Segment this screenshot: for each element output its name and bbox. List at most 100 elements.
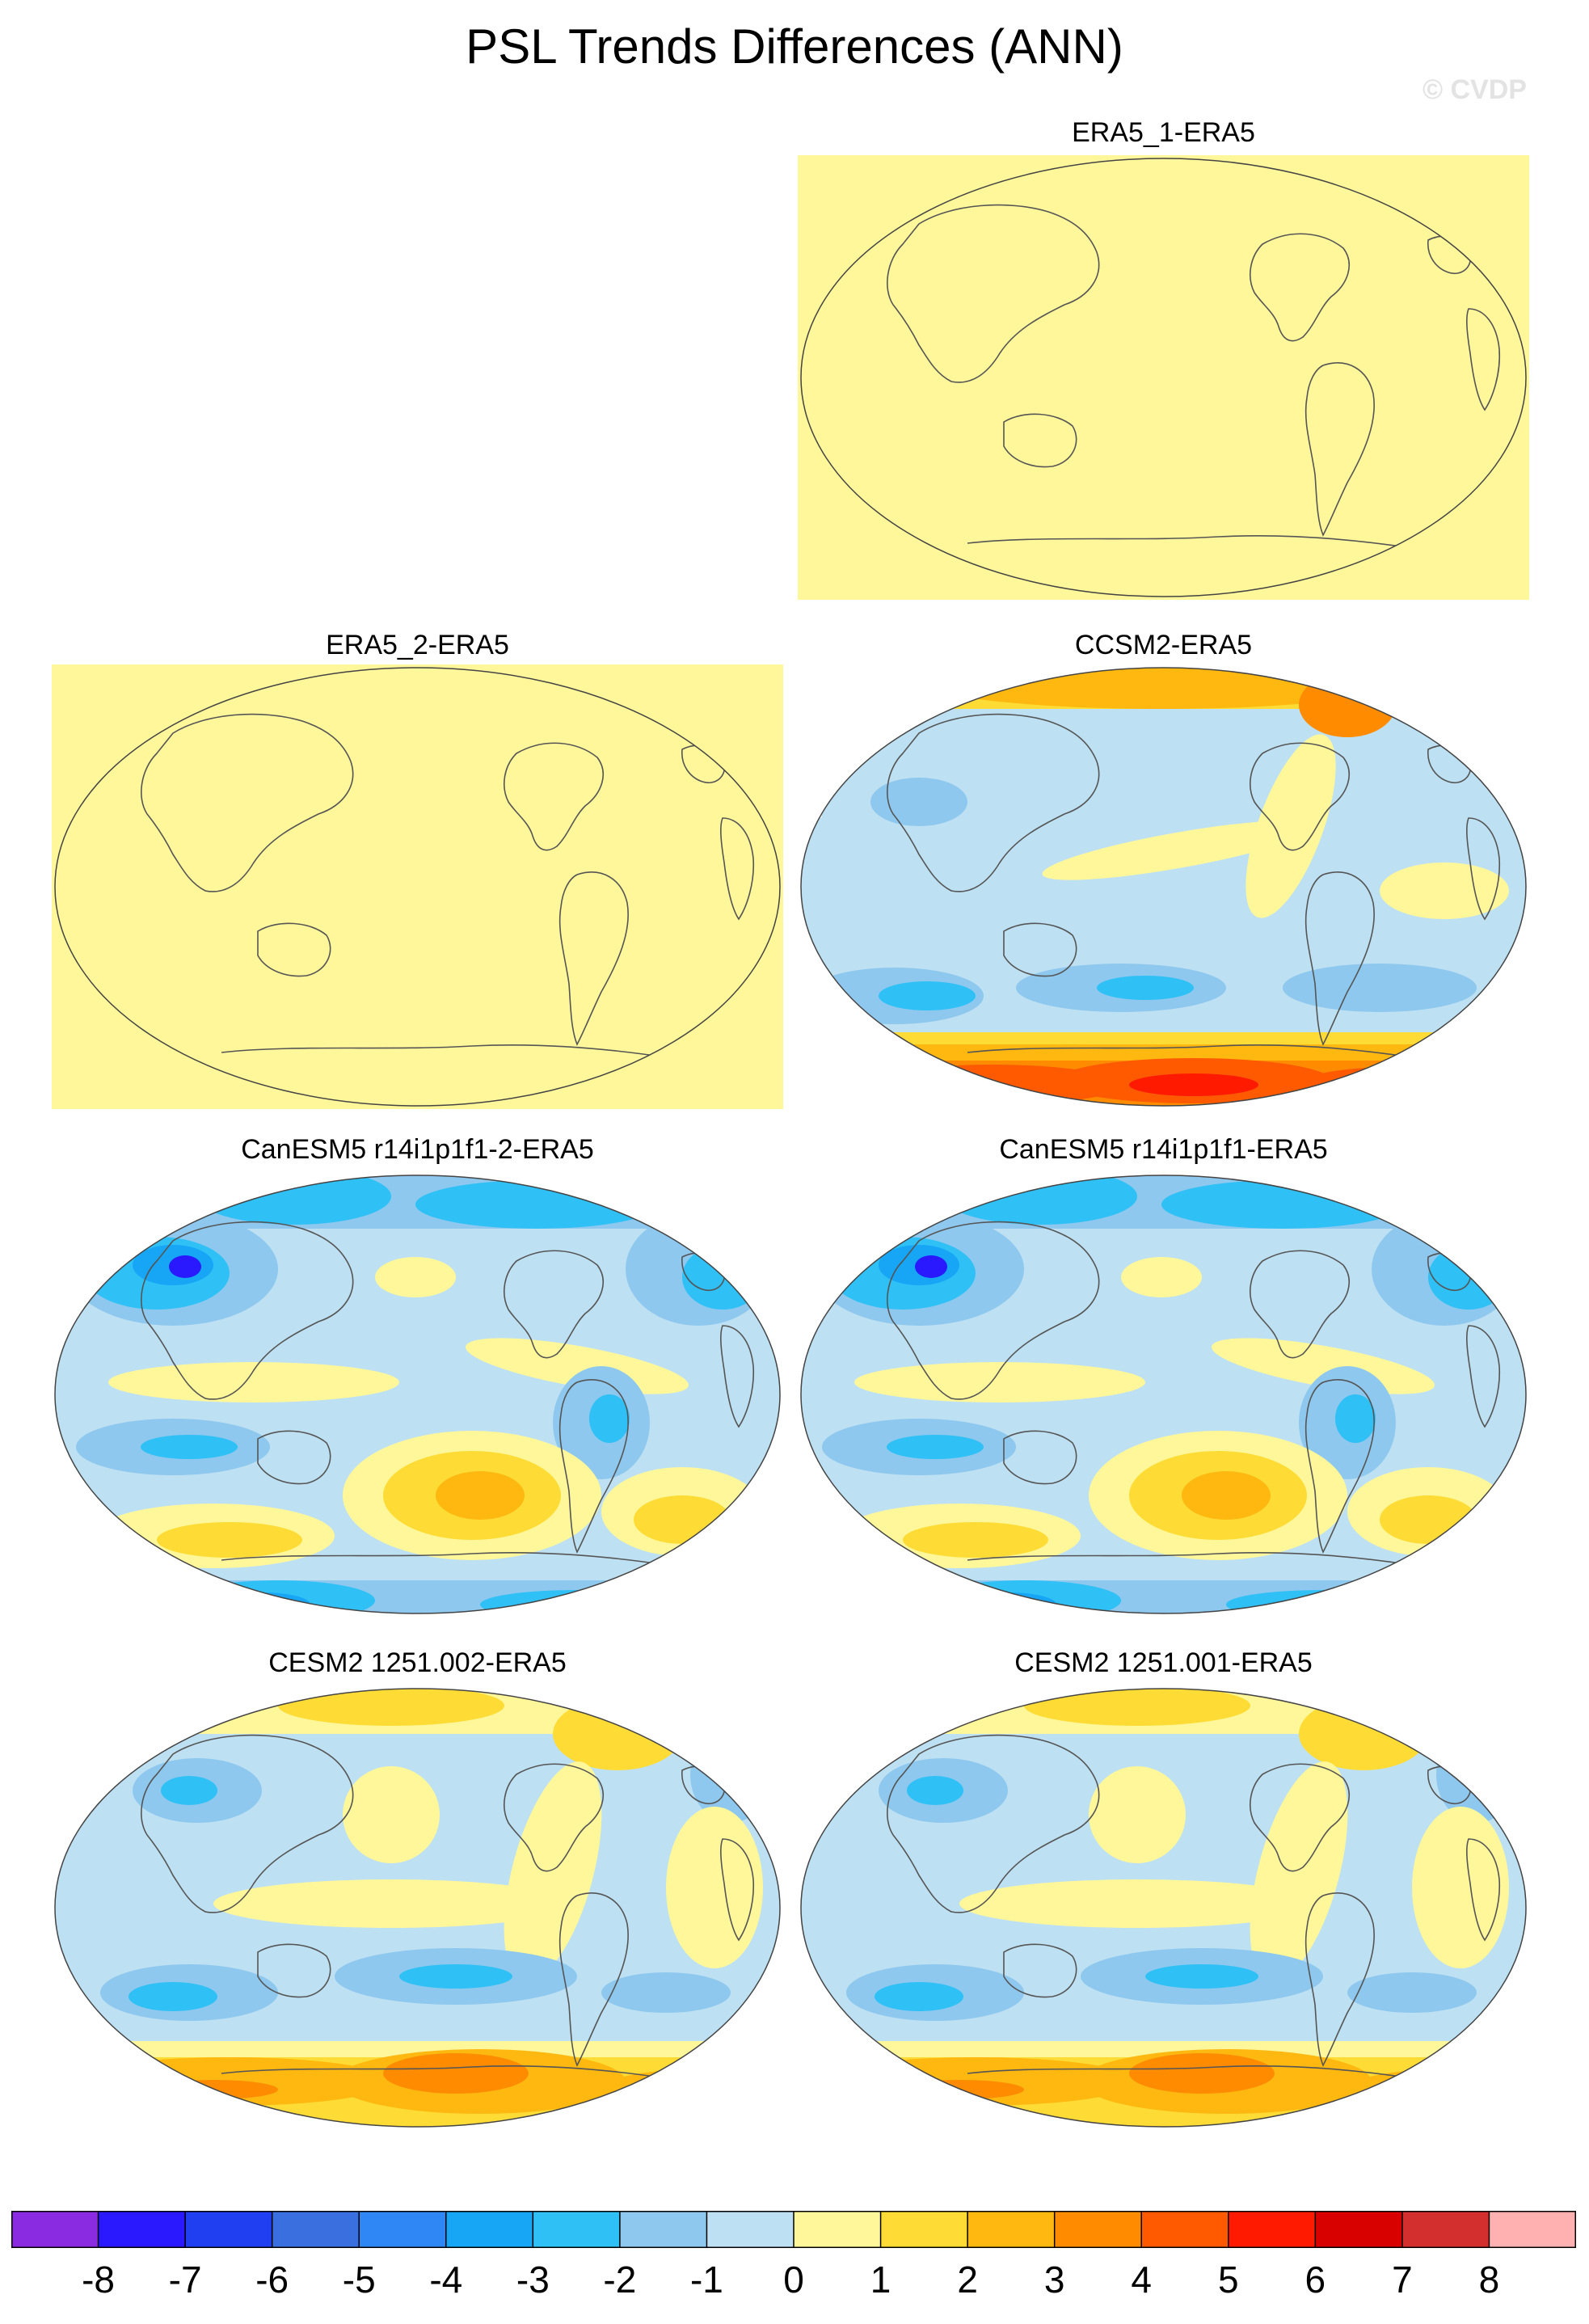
colorbar-tick-label: 8 bbox=[1478, 2259, 1500, 2301]
coastline bbox=[141, 713, 354, 892]
map-panel bbox=[798, 1172, 1529, 1617]
coastline bbox=[141, 1221, 354, 1400]
colorbar-tick-label: -2 bbox=[603, 2259, 637, 2301]
contour-region bbox=[278, 1689, 504, 1726]
coastline bbox=[504, 742, 605, 851]
contour-region bbox=[875, 1982, 963, 2011]
map-panel bbox=[798, 155, 1529, 600]
contour-region bbox=[504, 1761, 602, 1981]
coastline bbox=[1250, 1763, 1351, 1872]
contour-region bbox=[959, 1592, 1056, 1613]
contour-region bbox=[1129, 1073, 1258, 1096]
colorbar-tick-label: 1 bbox=[870, 2259, 891, 2301]
colorbar-tick-label: 6 bbox=[1304, 2259, 1326, 2301]
figure-title: PSL Trends Differences (ANN) bbox=[466, 19, 1123, 74]
coastline bbox=[257, 1943, 331, 1998]
coastline bbox=[1466, 1838, 1501, 1942]
map-panel bbox=[798, 664, 1529, 1109]
colorbar-swatch bbox=[98, 2211, 186, 2248]
colorbar-svg bbox=[11, 2211, 1576, 2248]
coastline bbox=[1466, 817, 1501, 921]
map-panel bbox=[798, 1685, 1529, 2130]
contour-region bbox=[1042, 820, 1313, 880]
coastline bbox=[720, 817, 755, 921]
contour-region bbox=[1182, 1471, 1271, 1520]
coastline bbox=[1466, 308, 1501, 411]
coastline bbox=[1003, 1943, 1077, 1998]
coastline bbox=[221, 2065, 667, 2079]
map-svg bbox=[54, 1175, 781, 1614]
contour-region bbox=[1299, 1067, 1493, 1103]
map-border bbox=[54, 1688, 781, 2128]
coastline bbox=[1003, 413, 1077, 468]
contour-region bbox=[1283, 964, 1477, 1012]
colorbar-tick-label: -7 bbox=[168, 2259, 202, 2301]
colorbar-outline bbox=[11, 2211, 1576, 2248]
contour-region bbox=[213, 1592, 310, 1613]
colorbar-tick-label: -6 bbox=[255, 2259, 289, 2301]
map-svg bbox=[800, 1688, 1527, 2128]
contour-region bbox=[1097, 976, 1194, 1000]
contour-region bbox=[129, 1982, 217, 2011]
contour-region bbox=[1250, 1761, 1348, 1981]
contour-region bbox=[343, 1766, 440, 1863]
coastline bbox=[1466, 1325, 1501, 1428]
contour-region bbox=[1380, 1495, 1477, 1544]
map-panel bbox=[52, 664, 783, 1109]
colorbar-swatch bbox=[359, 2211, 447, 2248]
coastline bbox=[558, 871, 629, 1046]
colorbar-swatch bbox=[1401, 2211, 1490, 2248]
coastline bbox=[720, 1325, 755, 1428]
contour-region bbox=[141, 1435, 238, 1459]
colorbar-swatch bbox=[967, 2211, 1056, 2248]
contour-region bbox=[1347, 1081, 1444, 1097]
colorbar-swatch bbox=[185, 2211, 273, 2248]
coastline bbox=[257, 922, 331, 977]
colorbar-swatch bbox=[11, 2211, 99, 2248]
colorbar-tick-label: 0 bbox=[783, 2259, 804, 2301]
coastline bbox=[1250, 233, 1351, 342]
map-border bbox=[800, 1175, 1527, 1614]
contour-region bbox=[1245, 734, 1336, 918]
colorbar-tick-labels: -8 -7 -6 -5 -4 -3 -2 -1 0 1 2 3 4 5 6 7 8 bbox=[11, 2255, 1576, 2304]
map-border bbox=[54, 667, 781, 1107]
contour-region bbox=[854, 1362, 1145, 1402]
contour-region bbox=[1299, 673, 1396, 737]
coastline bbox=[221, 1551, 667, 1566]
coastline bbox=[967, 2065, 1413, 2079]
colorbar-tick-label: 4 bbox=[1131, 2259, 1153, 2301]
contour-region bbox=[1299, 1698, 1428, 1770]
coastline bbox=[558, 1892, 629, 2067]
coastline bbox=[1304, 1379, 1375, 1554]
coastline bbox=[257, 1430, 331, 1485]
colorbar-tick-label: 2 bbox=[957, 2259, 978, 2301]
colorbar-swatch bbox=[794, 2211, 882, 2248]
coastline bbox=[1003, 1430, 1077, 1485]
contour-region bbox=[1347, 1972, 1477, 2013]
contour-band bbox=[801, 1580, 1527, 1613]
contour-region bbox=[1436, 1726, 1517, 1823]
contour-region bbox=[895, 2080, 1024, 2099]
map-panel bbox=[52, 1685, 783, 2130]
colorbar-tick-label: -3 bbox=[516, 2259, 550, 2301]
colorbar-tick-label: 3 bbox=[1043, 2259, 1065, 2301]
contour-region bbox=[383, 2053, 529, 2094]
map-panel bbox=[52, 1172, 783, 1617]
coastline bbox=[887, 1221, 1100, 1400]
contour-region bbox=[666, 1807, 763, 1968]
contour-region bbox=[553, 1698, 682, 1770]
contour-region bbox=[915, 1255, 947, 1278]
contour-region bbox=[907, 1776, 963, 1805]
contour-region bbox=[1335, 1394, 1376, 1443]
contour-region bbox=[1145, 1964, 1258, 1989]
coastline bbox=[1304, 871, 1375, 1046]
panel-title: CanESM5 r14i1p1f1-ERA5 bbox=[999, 1134, 1328, 1165]
colorbar-swatch bbox=[619, 2211, 707, 2248]
map-border bbox=[800, 158, 1527, 597]
map-svg bbox=[800, 1175, 1527, 1614]
contour-band bbox=[55, 1580, 781, 1613]
colorbar-swatch bbox=[445, 2211, 533, 2248]
coastline bbox=[221, 1044, 667, 1058]
panel-title: CanESM5 r14i1p1f1-2-ERA5 bbox=[241, 1134, 594, 1165]
contour-region bbox=[1024, 1689, 1250, 1726]
